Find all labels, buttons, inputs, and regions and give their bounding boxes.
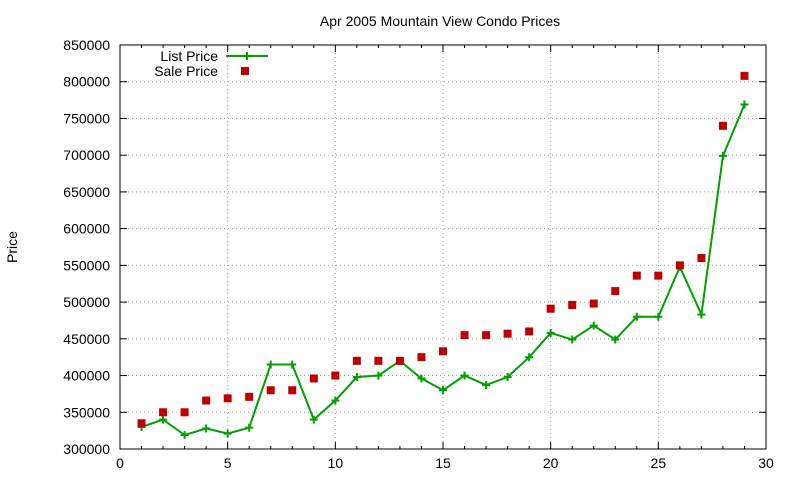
list-price-point (202, 424, 211, 433)
sale-price-point (654, 271, 663, 280)
list-price-point (266, 360, 275, 369)
y-tick-label: 800000 (63, 74, 110, 90)
list-price-point (309, 415, 318, 424)
legend-item-list-price: List Price (160, 48, 268, 64)
sale-price-point (589, 299, 598, 308)
sale-price-point (331, 371, 340, 380)
y-tick-label: 650000 (63, 184, 110, 200)
x-tick-label: 10 (328, 455, 344, 471)
axes: 0 5 10 15 20 25 30 300000 350000 400000 450000 5000… (63, 37, 774, 471)
sale-price-point (202, 396, 211, 405)
legend-swatch-square (241, 67, 249, 75)
y-tick-label: 500000 (63, 294, 110, 310)
list-price-point (439, 386, 447, 395)
sale-price-point (740, 71, 749, 80)
list-price-point (697, 310, 706, 319)
list-price-point (331, 396, 340, 405)
sale-price-point (611, 287, 620, 296)
sale-price-point (675, 261, 684, 270)
y-tick-label: 350000 (63, 404, 110, 420)
list-price-point (568, 335, 577, 344)
sale-price-point (503, 329, 512, 338)
list-price-point (288, 360, 297, 369)
sale-price-point (482, 331, 491, 340)
list-price-point (525, 353, 534, 362)
sale-price-point (439, 347, 447, 356)
sale-price-point (374, 356, 383, 365)
sale-price-point (632, 271, 641, 280)
legend-item-sale-price: Sale Price (154, 63, 249, 79)
sale-price-point (137, 419, 146, 428)
list-price-point (503, 373, 512, 382)
sale-price-point (266, 386, 275, 395)
x-tick-label: 15 (435, 455, 451, 471)
list-price-point (223, 429, 232, 438)
x-tick-label: 5 (224, 455, 232, 471)
series-layer (137, 71, 749, 440)
x-tick-label: 25 (651, 455, 667, 471)
legend-label-list-price: List Price (160, 48, 218, 64)
list-price-point (718, 151, 727, 160)
y-tick-label: 700000 (63, 147, 110, 163)
sale-price-point (180, 408, 189, 417)
y-axis-label: Price (4, 231, 20, 263)
x-tick-label: 20 (543, 455, 559, 471)
legend-label-sale-price: Sale Price (154, 63, 218, 79)
y-tick-label: 400000 (63, 368, 110, 384)
sale-price-point (309, 374, 318, 383)
y-tick-label: 600000 (63, 221, 110, 237)
y-tick-label: 750000 (63, 110, 110, 126)
sale-price-point (525, 327, 534, 336)
y-tick-label: 450000 (63, 331, 110, 347)
sale-price-point (546, 304, 555, 313)
sale-price-point (159, 408, 168, 417)
sale-price-point (417, 353, 426, 362)
x-tick-label: 30 (758, 455, 774, 471)
sale-price-point (245, 392, 254, 401)
sale-price-point (568, 301, 577, 310)
list-price-point (417, 374, 426, 383)
sale-price-point (460, 331, 469, 340)
y-tick-label: 850000 (63, 37, 110, 53)
list-price-point (374, 371, 383, 380)
sale-price-point (288, 386, 297, 395)
list-price-point (352, 373, 361, 382)
sale-price-point (395, 356, 404, 365)
list-price-point (482, 381, 491, 390)
sale-price-point (223, 394, 232, 403)
list-price-point (159, 415, 168, 424)
sale-price-series (137, 71, 749, 428)
chart-title: Apr 2005 Mountain View Condo Prices (320, 13, 560, 29)
list-price-point (611, 335, 620, 344)
sale-price-point (718, 121, 727, 130)
y-tick-label: 550000 (63, 257, 110, 273)
list-price-point (180, 431, 189, 440)
list-price-point (460, 371, 469, 380)
x-tick-label: 0 (116, 455, 124, 471)
list-price-point (654, 312, 663, 321)
list-price-point (245, 423, 254, 432)
list-price-point (546, 328, 555, 337)
sale-price-point (352, 356, 361, 365)
sale-price-point (697, 254, 706, 263)
list-price-point (632, 312, 641, 321)
grid (120, 45, 766, 449)
list-price-point (740, 100, 749, 109)
y-tick-label: 300000 (63, 441, 110, 457)
list-price-point (589, 321, 598, 330)
